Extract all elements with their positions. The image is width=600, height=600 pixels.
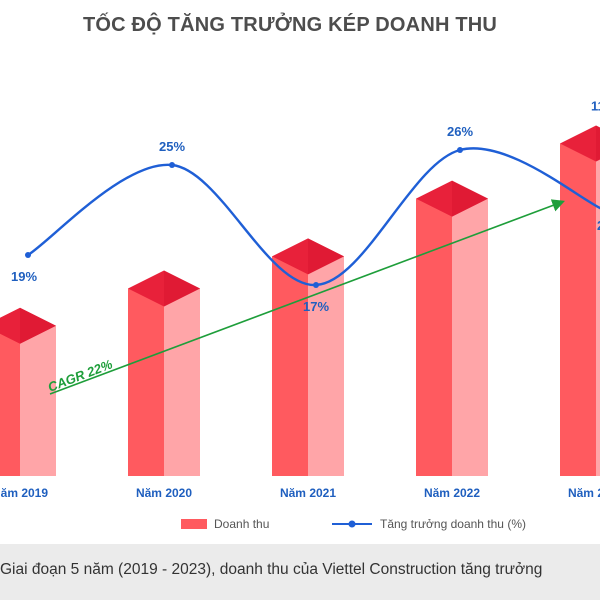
x-tick-label: Năm 2021 xyxy=(280,486,336,500)
growth-line-layer xyxy=(25,147,600,288)
bar-face-left xyxy=(0,325,20,476)
growth-point xyxy=(169,162,175,168)
x-tick-label: Năm 2022 xyxy=(424,486,480,500)
growth-value-label: 19% xyxy=(11,269,37,284)
bar-face-right xyxy=(20,325,56,476)
x-tick-label: Năm 2020 xyxy=(136,486,192,500)
bar-năm-2020 xyxy=(128,270,200,476)
growth-point xyxy=(457,147,463,153)
labels-layer: Năm 2019 Năm 2020 Năm 2021 Năm 2022 Năm 2023… xyxy=(0,99,600,500)
cagr-label: CAGR 22% xyxy=(46,356,115,394)
bar-face-left xyxy=(560,143,596,476)
legend-label-revenue: Doanh thu xyxy=(214,517,269,531)
bar-value-label: 11.399,4 xyxy=(591,99,600,114)
bar-năm-2023 xyxy=(560,125,600,476)
growth-value-label: 26% xyxy=(447,124,473,139)
bar-face-left xyxy=(416,198,452,476)
x-tick-label: Năm 2023 xyxy=(568,486,600,500)
legend: Doanh thu Tăng trưởng doanh thu (%) xyxy=(181,517,526,531)
chart-title: TỐC ĐỘ TĂNG TRƯỞNG KÉP DOANH THU xyxy=(82,14,498,36)
x-tick-label: Năm 2019 xyxy=(0,486,48,500)
growth-value-label: 25% xyxy=(159,139,185,154)
bar-cap-shade xyxy=(308,238,344,275)
bar-face-right xyxy=(596,143,600,476)
bar-face-left xyxy=(128,288,164,476)
growth-point xyxy=(313,282,319,288)
legend-swatch-revenue xyxy=(181,519,207,529)
chart-canvas: CAGR 22% Năm 2019 Năm 2020 Năm 2021 Năm 202… xyxy=(0,99,600,531)
bar-cap-shade xyxy=(164,270,200,307)
bar-năm-2022 xyxy=(416,180,488,476)
bar-cap-shade xyxy=(596,125,600,162)
bar-face-right xyxy=(164,288,200,476)
footer-caption-bar: Giai đoạn 5 năm (2019 - 2023), doanh thu… xyxy=(0,544,600,600)
footer-caption: Giai đoạn 5 năm (2019 - 2023), doanh thu… xyxy=(0,561,543,578)
growth-point xyxy=(25,252,31,258)
bar-face-right xyxy=(452,198,488,476)
bar-năm-2021 xyxy=(272,238,344,476)
legend-label-growth: Tăng trưởng doanh thu (%) xyxy=(380,517,526,531)
bar-năm-2019 xyxy=(0,307,56,476)
bar-cap-shade xyxy=(452,180,488,217)
growth-value-label: 22% xyxy=(597,218,600,233)
growth-value-label: 17% xyxy=(303,299,329,314)
bar-cap-shade xyxy=(20,307,56,344)
legend-swatch-growth-dot xyxy=(348,520,356,528)
bar-face-left xyxy=(272,256,308,476)
cagr-trend-arrow xyxy=(49,199,565,395)
bar-face-right xyxy=(308,256,344,476)
bar-cap xyxy=(560,125,600,162)
bars-layer xyxy=(0,125,600,476)
